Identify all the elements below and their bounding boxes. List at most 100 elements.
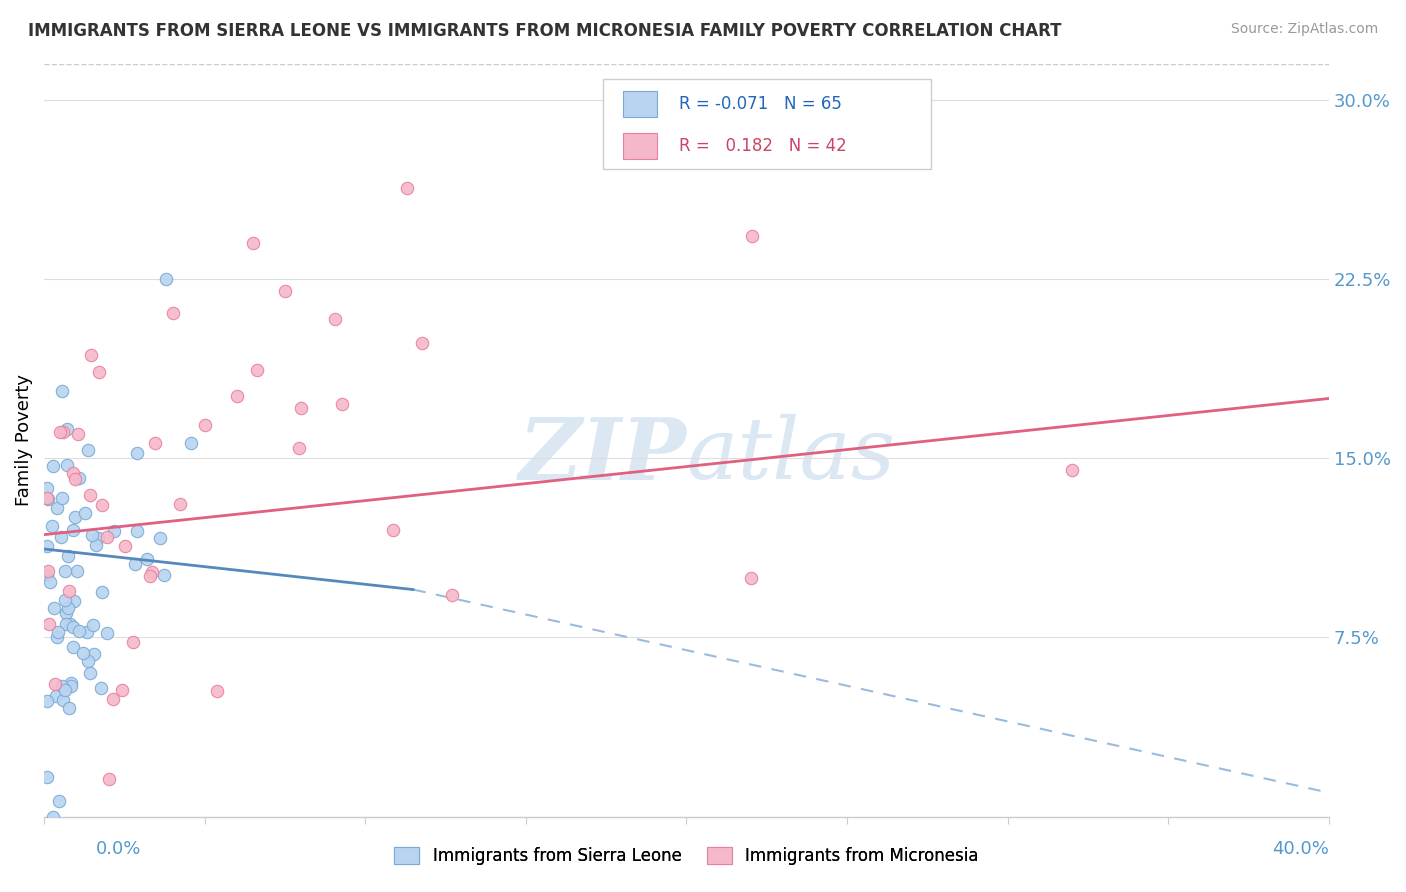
Text: IMMIGRANTS FROM SIERRA LEONE VS IMMIGRANTS FROM MICRONESIA FAMILY POVERTY CORREL: IMMIGRANTS FROM SIERRA LEONE VS IMMIGRAN… bbox=[28, 22, 1062, 40]
Text: 40.0%: 40.0% bbox=[1272, 840, 1329, 858]
Point bbox=[77, 443, 100, 458]
Point bbox=[62, 620, 84, 634]
Text: atlas: atlas bbox=[686, 414, 896, 497]
Point bbox=[180, 436, 202, 450]
Point bbox=[124, 557, 146, 571]
Point bbox=[162, 306, 184, 320]
Point bbox=[53, 564, 76, 578]
Point bbox=[79, 666, 101, 681]
Text: R = -0.071   N = 65: R = -0.071 N = 65 bbox=[679, 95, 842, 113]
Point bbox=[103, 524, 125, 539]
Point bbox=[66, 426, 89, 441]
Point bbox=[226, 389, 249, 403]
Point bbox=[395, 181, 418, 195]
Text: R =   0.182   N = 42: R = 0.182 N = 42 bbox=[679, 137, 846, 155]
Point bbox=[83, 647, 105, 661]
Point bbox=[37, 491, 59, 506]
Point bbox=[155, 272, 177, 286]
Point bbox=[59, 679, 82, 693]
Point bbox=[52, 693, 75, 707]
Point bbox=[89, 681, 111, 695]
Point bbox=[69, 471, 91, 485]
Point bbox=[80, 348, 103, 362]
Point bbox=[323, 312, 346, 326]
Point bbox=[382, 524, 405, 538]
Point bbox=[75, 506, 97, 520]
Point bbox=[96, 625, 118, 640]
Point bbox=[56, 422, 79, 436]
Point bbox=[53, 683, 76, 698]
Point bbox=[136, 552, 159, 566]
Point bbox=[411, 335, 433, 350]
Point bbox=[45, 630, 67, 644]
Point bbox=[59, 676, 82, 690]
Point bbox=[194, 417, 217, 432]
Point bbox=[62, 640, 84, 654]
Point bbox=[139, 569, 162, 583]
Point bbox=[72, 646, 94, 660]
Point bbox=[55, 616, 77, 631]
Point bbox=[37, 564, 59, 578]
Point bbox=[53, 592, 76, 607]
Point bbox=[45, 689, 67, 703]
Point bbox=[63, 472, 86, 486]
Point bbox=[46, 624, 69, 639]
Point bbox=[58, 549, 80, 563]
Point bbox=[51, 679, 73, 693]
Point bbox=[58, 583, 80, 598]
Point bbox=[169, 497, 191, 511]
Point bbox=[62, 523, 84, 537]
Point bbox=[274, 284, 297, 298]
Point bbox=[125, 446, 148, 460]
Point bbox=[1060, 463, 1083, 477]
Point bbox=[52, 425, 75, 439]
Point bbox=[42, 809, 65, 823]
Point bbox=[111, 683, 134, 698]
Point bbox=[121, 635, 143, 649]
Point bbox=[441, 588, 464, 602]
Point bbox=[37, 540, 59, 554]
Point bbox=[37, 491, 59, 505]
Point bbox=[149, 531, 172, 545]
Text: Source: ZipAtlas.com: Source: ZipAtlas.com bbox=[1230, 22, 1378, 37]
Text: ZIP: ZIP bbox=[519, 414, 686, 497]
Point bbox=[84, 538, 107, 552]
Point bbox=[44, 677, 66, 691]
Point bbox=[290, 401, 312, 415]
Point bbox=[37, 770, 59, 784]
Point bbox=[56, 601, 79, 615]
Point bbox=[37, 694, 59, 708]
Point bbox=[91, 585, 114, 599]
Point bbox=[114, 539, 136, 553]
Point bbox=[741, 228, 763, 243]
Point bbox=[49, 531, 72, 545]
Point bbox=[58, 700, 80, 714]
Point bbox=[330, 397, 353, 411]
Point bbox=[287, 441, 309, 455]
Point bbox=[77, 654, 100, 668]
Point bbox=[62, 466, 84, 480]
Point bbox=[37, 481, 59, 495]
Point bbox=[153, 568, 176, 582]
Point bbox=[63, 594, 86, 608]
Point bbox=[80, 527, 103, 541]
Point bbox=[38, 575, 60, 590]
Point bbox=[49, 425, 72, 440]
Text: 0.0%: 0.0% bbox=[96, 840, 141, 858]
Point bbox=[143, 435, 166, 450]
Point bbox=[76, 624, 98, 639]
Point bbox=[46, 501, 69, 516]
FancyBboxPatch shape bbox=[623, 91, 657, 117]
Point bbox=[97, 772, 120, 786]
Point bbox=[42, 458, 65, 473]
Point bbox=[79, 488, 101, 502]
Point bbox=[246, 363, 269, 377]
Legend: Immigrants from Sierra Leone, Immigrants from Micronesia: Immigrants from Sierra Leone, Immigrants… bbox=[388, 840, 986, 872]
Point bbox=[51, 491, 73, 505]
Point bbox=[56, 458, 79, 472]
Point bbox=[89, 365, 111, 379]
Point bbox=[242, 236, 264, 251]
Point bbox=[86, 532, 108, 546]
Point bbox=[91, 498, 114, 512]
Point bbox=[59, 617, 82, 632]
